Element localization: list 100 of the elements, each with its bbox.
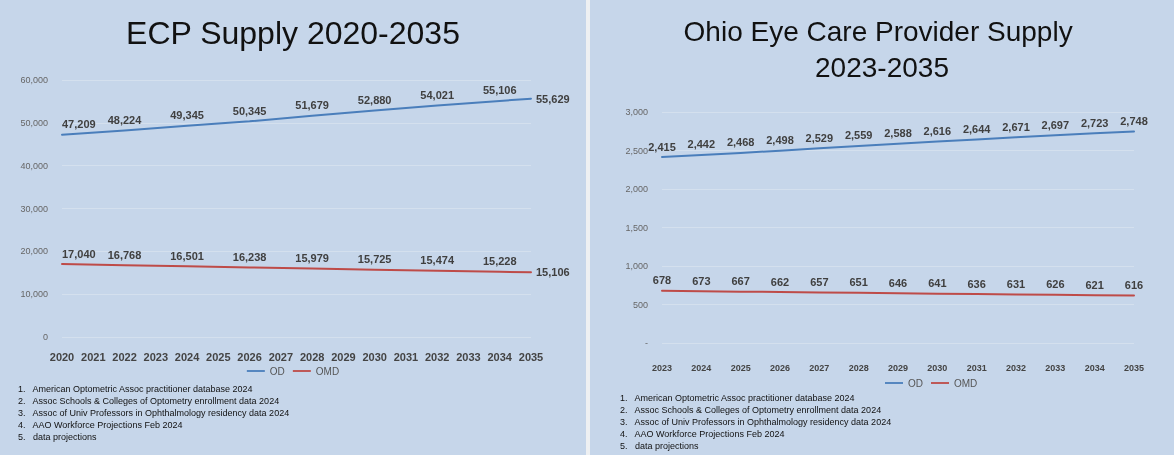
text: 1. American Optometric Assoc practitioner database 2024 — [620, 392, 855, 403]
text: 4. AAO Workforce Projections Feb 2024 — [620, 428, 785, 439]
legend-label: OD — [269, 365, 285, 377]
x-tick-label: 2025 — [730, 362, 751, 373]
y-tick-label: 1,000 — [625, 261, 648, 271]
data-label: 678 — [652, 274, 672, 287]
chart-title: Ohio Eye Care Provider Supply 2023-2035 — [683, 15, 1081, 83]
data-label: 47,209 — [62, 118, 96, 131]
data-label: 50,345 — [232, 104, 267, 117]
x-tick-label: 2031 — [966, 362, 987, 373]
data-label: 646 — [888, 276, 908, 289]
data-label: 15,725 — [357, 253, 392, 266]
x-tick-label: 2035 — [518, 350, 544, 363]
text: 3. Assoc of Univ Professors in Ophthalmology residency data 2024 — [620, 416, 892, 427]
data-label: 17,040 — [62, 247, 96, 260]
data-label: 2,468 — [726, 136, 755, 149]
x-tick-label: 2021 — [81, 350, 106, 363]
x-tick-label: 2034 — [1084, 362, 1105, 373]
x-tick-label: 2027 — [809, 362, 830, 373]
data-label: 49,345 — [170, 109, 204, 122]
data-label: 2,723 — [1080, 116, 1109, 129]
text: 2. Assoc Schools & Colleges of Optometry enrollment data 2024 — [18, 395, 280, 406]
x-tick-label: 2033 — [1045, 362, 1066, 373]
data-label: 621 — [1085, 278, 1104, 291]
y-tick-label: 30,000 — [20, 203, 48, 214]
y-tick-label: 40,000 — [20, 160, 48, 171]
y-tick-label: 2,500 — [625, 145, 648, 156]
x-tick-label: 2020 — [49, 350, 75, 363]
data-label: 651 — [849, 276, 868, 289]
x-tick-label: 2028 — [848, 362, 869, 373]
x-tick-label: 2027 — [268, 350, 294, 363]
data-label: 667 — [731, 275, 750, 288]
x-tick-label: 2026 — [237, 350, 262, 363]
text: 5. data projections — [620, 440, 700, 451]
data-label: 54,021 — [420, 89, 455, 102]
data-label: 626 — [1046, 278, 1065, 291]
data-label: 55,629 — [536, 92, 570, 105]
x-tick-label: 2026 — [769, 362, 791, 373]
y-tick-label: 3,000 — [625, 107, 648, 117]
x-tick-label: 2030 — [927, 362, 948, 373]
x-tick-label: 2032 — [424, 350, 450, 363]
x-tick-label: 2034 — [487, 350, 513, 363]
x-tick-label: 2023 — [143, 350, 169, 363]
data-label: 52,880 — [357, 94, 392, 106]
data-label: 2,415 — [648, 140, 676, 153]
x-tick-label: 2031 — [393, 350, 419, 363]
x-tick-label: 2029 — [331, 350, 356, 363]
data-label: 55,106 — [482, 84, 517, 97]
y-tick-label: 2,000 — [625, 184, 648, 194]
data-label: 2,644 — [962, 122, 992, 135]
y-tick-label: - — [645, 338, 648, 348]
data-label: 2,671 — [1002, 120, 1030, 133]
data-label: 673 — [692, 274, 711, 287]
data-label: 15,106 — [536, 266, 570, 279]
y-tick-label: 60,000 — [20, 75, 48, 85]
x-tick-label: 2033 — [456, 350, 481, 363]
text: 5. data projections — [18, 431, 98, 442]
text: 4. AAO Workforce Projections Feb 2024 — [18, 419, 183, 430]
y-tick-label: 10,000 — [20, 289, 48, 300]
x-tick-label: 2022 — [112, 350, 137, 363]
data-label: 16,238 — [232, 250, 267, 263]
text: 1. American Optometric Assoc practitioner database 2024 — [18, 383, 253, 394]
text: 3. Assoc of Univ Professors in Ophthalmology residency data 2024 — [18, 407, 290, 418]
data-label: 15,228 — [482, 255, 517, 268]
y-tick-label: 500 — [632, 299, 648, 310]
y-tick-label: 0 — [42, 332, 48, 342]
x-tick-label: 2025 — [206, 350, 231, 363]
data-label: 48,224 — [107, 113, 143, 126]
data-label: 51,679 — [295, 99, 329, 112]
y-tick-label: 20,000 — [20, 246, 48, 257]
data-label: 662 — [770, 275, 790, 288]
chart-title: ECP Supply 2020-2035 — [126, 15, 460, 51]
data-label: 616 — [1124, 279, 1144, 292]
data-label: 2,498 — [766, 134, 794, 147]
data-label: 15,979 — [295, 252, 329, 265]
data-label: 15,474 — [420, 254, 455, 267]
data-label: 16,501 — [170, 249, 204, 262]
x-tick-label: 2032 — [1005, 362, 1027, 373]
data-label: 657 — [810, 275, 829, 288]
data-label: 636 — [967, 277, 986, 290]
x-tick-label: 2024 — [691, 362, 712, 373]
x-tick-label: 2029 — [887, 362, 909, 373]
y-tick-label: 1,500 — [625, 222, 648, 233]
data-label: 2,616 — [923, 125, 952, 138]
x-tick-label: 2030 — [362, 350, 387, 363]
data-label: 631 — [1006, 277, 1026, 290]
data-label: 2,748 — [1120, 114, 1148, 127]
data-label: 2,697 — [1041, 118, 1070, 131]
y-tick-label: 50,000 — [20, 117, 48, 128]
data-label: 2,588 — [884, 127, 912, 140]
legend-label: OMD — [954, 377, 978, 389]
legend-label: OMD — [315, 365, 340, 377]
x-tick-label: 2028 — [299, 350, 325, 363]
x-tick-label: 2035 — [1123, 362, 1145, 373]
legend-label: OD — [908, 377, 923, 389]
data-label: 2,529 — [805, 131, 834, 144]
data-label: 2,559 — [844, 129, 873, 142]
data-label: 641 — [928, 277, 947, 290]
x-tick-label: 2024 — [174, 350, 201, 363]
data-label: 16,768 — [107, 248, 142, 261]
